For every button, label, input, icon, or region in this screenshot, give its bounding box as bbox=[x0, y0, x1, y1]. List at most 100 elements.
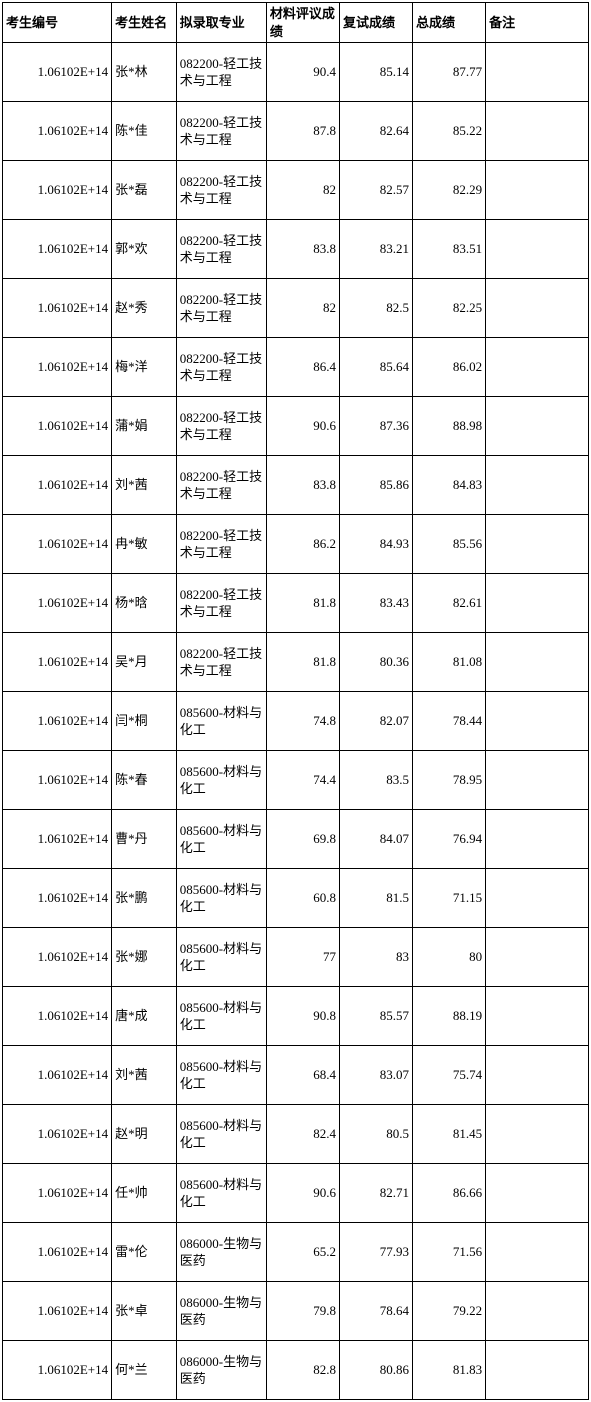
cell-ret: 82.64 bbox=[339, 102, 412, 161]
cell-ret: 83.5 bbox=[339, 751, 412, 810]
cell-ret: 85.64 bbox=[339, 338, 412, 397]
cell-mat: 68.4 bbox=[266, 1046, 339, 1105]
table-row: 1.06102E+14蒲*娟082200-轻工技术与工程90.687.3688.… bbox=[3, 397, 589, 456]
cell-id: 1.06102E+14 bbox=[3, 515, 112, 574]
cell-total: 88.19 bbox=[413, 987, 486, 1046]
cell-total: 81.83 bbox=[413, 1341, 486, 1400]
cell-name: 任*帅 bbox=[112, 1164, 177, 1223]
table-row: 1.06102E+14冉*敏082200-轻工技术与工程86.284.9385.… bbox=[3, 515, 589, 574]
cell-major: 082200-轻工技术与工程 bbox=[176, 43, 266, 102]
cell-mat: 90.6 bbox=[266, 1164, 339, 1223]
cell-major: 085600-材料与化工 bbox=[176, 869, 266, 928]
table-body: 1.06102E+14张*林082200-轻工技术与工程90.485.1487.… bbox=[3, 43, 589, 1400]
cell-total: 82.29 bbox=[413, 161, 486, 220]
cell-ret: 83 bbox=[339, 928, 412, 987]
cell-id: 1.06102E+14 bbox=[3, 338, 112, 397]
header-row: 考生编号考生姓名拟录取专业材料评议成绩复试成绩总成绩备注 bbox=[3, 3, 589, 43]
cell-id: 1.06102E+14 bbox=[3, 397, 112, 456]
table-row: 1.06102E+14吴*月082200-轻工技术与工程81.880.3681.… bbox=[3, 633, 589, 692]
cell-major: 082200-轻工技术与工程 bbox=[176, 633, 266, 692]
cell-major: 082200-轻工技术与工程 bbox=[176, 279, 266, 338]
col-header-ret: 复试成绩 bbox=[339, 3, 412, 43]
cell-mat: 82 bbox=[266, 161, 339, 220]
cell-mat: 86.4 bbox=[266, 338, 339, 397]
cell-ret: 82.07 bbox=[339, 692, 412, 751]
cell-note bbox=[486, 810, 589, 869]
cell-mat: 82.8 bbox=[266, 1341, 339, 1400]
table-row: 1.06102E+14张*卓086000-生物与医药79.878.6479.22 bbox=[3, 1282, 589, 1341]
cell-id: 1.06102E+14 bbox=[3, 1223, 112, 1282]
cell-note bbox=[486, 751, 589, 810]
cell-note bbox=[486, 1282, 589, 1341]
cell-mat: 81.8 bbox=[266, 633, 339, 692]
cell-total: 85.56 bbox=[413, 515, 486, 574]
cell-ret: 80.36 bbox=[339, 633, 412, 692]
cell-total: 71.15 bbox=[413, 869, 486, 928]
cell-mat: 69.8 bbox=[266, 810, 339, 869]
cell-id: 1.06102E+14 bbox=[3, 1282, 112, 1341]
cell-note bbox=[486, 220, 589, 279]
cell-id: 1.06102E+14 bbox=[3, 928, 112, 987]
cell-major: 086000-生物与医药 bbox=[176, 1341, 266, 1400]
cell-ret: 83.07 bbox=[339, 1046, 412, 1105]
cell-ret: 87.36 bbox=[339, 397, 412, 456]
cell-ret: 77.93 bbox=[339, 1223, 412, 1282]
cell-note bbox=[486, 279, 589, 338]
col-header-id: 考生编号 bbox=[3, 3, 112, 43]
cell-mat: 81.8 bbox=[266, 574, 339, 633]
cell-total: 78.44 bbox=[413, 692, 486, 751]
cell-mat: 74.4 bbox=[266, 751, 339, 810]
cell-id: 1.06102E+14 bbox=[3, 987, 112, 1046]
cell-id: 1.06102E+14 bbox=[3, 1105, 112, 1164]
cell-note bbox=[486, 1223, 589, 1282]
cell-ret: 83.21 bbox=[339, 220, 412, 279]
cell-total: 71.56 bbox=[413, 1223, 486, 1282]
cell-name: 张*卓 bbox=[112, 1282, 177, 1341]
cell-name: 赵*明 bbox=[112, 1105, 177, 1164]
cell-id: 1.06102E+14 bbox=[3, 279, 112, 338]
cell-name: 刘*茜 bbox=[112, 456, 177, 515]
cell-id: 1.06102E+14 bbox=[3, 751, 112, 810]
cell-total: 85.22 bbox=[413, 102, 486, 161]
cell-id: 1.06102E+14 bbox=[3, 574, 112, 633]
cell-major: 085600-材料与化工 bbox=[176, 987, 266, 1046]
cell-name: 刘*茜 bbox=[112, 1046, 177, 1105]
cell-total: 86.02 bbox=[413, 338, 486, 397]
table-row: 1.06102E+14张*林082200-轻工技术与工程90.485.1487.… bbox=[3, 43, 589, 102]
cell-ret: 80.5 bbox=[339, 1105, 412, 1164]
cell-ret: 85.57 bbox=[339, 987, 412, 1046]
cell-ret: 84.07 bbox=[339, 810, 412, 869]
table-row: 1.06102E+14赵*明085600-材料与化工82.480.581.45 bbox=[3, 1105, 589, 1164]
applicant-results-table: 考生编号考生姓名拟录取专业材料评议成绩复试成绩总成绩备注 1.06102E+14… bbox=[2, 2, 589, 1400]
cell-ret: 81.5 bbox=[339, 869, 412, 928]
cell-name: 张*林 bbox=[112, 43, 177, 102]
cell-mat: 77 bbox=[266, 928, 339, 987]
table-row: 1.06102E+14梅*洋082200-轻工技术与工程86.485.6486.… bbox=[3, 338, 589, 397]
cell-id: 1.06102E+14 bbox=[3, 633, 112, 692]
table-row: 1.06102E+14陈*春085600-材料与化工74.483.578.95 bbox=[3, 751, 589, 810]
cell-name: 雷*伦 bbox=[112, 1223, 177, 1282]
table-row: 1.06102E+14刘*茜082200-轻工技术与工程83.885.8684.… bbox=[3, 456, 589, 515]
table-row: 1.06102E+14何*兰086000-生物与医药82.880.8681.83 bbox=[3, 1341, 589, 1400]
cell-note bbox=[486, 692, 589, 751]
table-row: 1.06102E+14张*磊082200-轻工技术与工程8282.5782.29 bbox=[3, 161, 589, 220]
col-header-major: 拟录取专业 bbox=[176, 3, 266, 43]
cell-note bbox=[486, 1105, 589, 1164]
table-row: 1.06102E+14雷*伦086000-生物与医药65.277.9371.56 bbox=[3, 1223, 589, 1282]
cell-total: 76.94 bbox=[413, 810, 486, 869]
cell-major: 082200-轻工技术与工程 bbox=[176, 456, 266, 515]
cell-total: 82.25 bbox=[413, 279, 486, 338]
table-row: 1.06102E+14陈*佳082200-轻工技术与工程87.882.6485.… bbox=[3, 102, 589, 161]
cell-major: 082200-轻工技术与工程 bbox=[176, 574, 266, 633]
cell-name: 曹*丹 bbox=[112, 810, 177, 869]
cell-name: 郭*欢 bbox=[112, 220, 177, 279]
cell-ret: 85.14 bbox=[339, 43, 412, 102]
cell-total: 78.95 bbox=[413, 751, 486, 810]
cell-note bbox=[486, 574, 589, 633]
cell-note bbox=[486, 928, 589, 987]
cell-mat: 90.4 bbox=[266, 43, 339, 102]
cell-mat: 79.8 bbox=[266, 1282, 339, 1341]
cell-mat: 86.2 bbox=[266, 515, 339, 574]
table-row: 1.06102E+14张*娜085600-材料与化工778380 bbox=[3, 928, 589, 987]
cell-id: 1.06102E+14 bbox=[3, 102, 112, 161]
